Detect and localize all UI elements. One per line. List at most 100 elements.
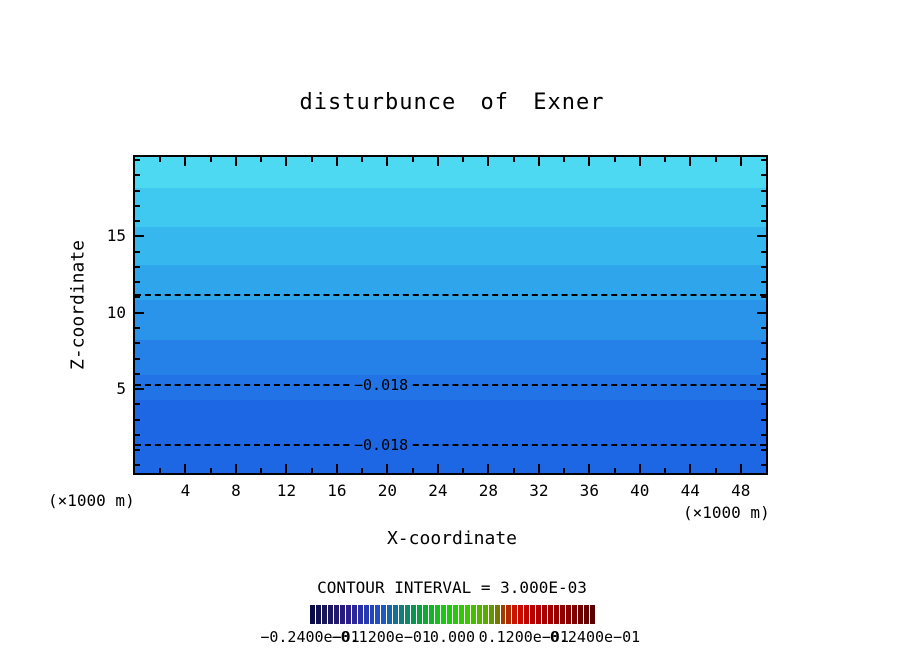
colorbar-stripe [369, 605, 375, 624]
tick-mark [761, 174, 766, 177]
colorbar-stripe [524, 605, 530, 624]
colorbar [310, 605, 595, 624]
tick-mark [761, 220, 766, 223]
tick-mark [761, 418, 766, 421]
fill-band [135, 187, 766, 228]
tick-mark [563, 157, 566, 162]
x-tick-label: 32 [529, 481, 549, 500]
x-tick-label: 12 [276, 481, 297, 500]
tick-mark [761, 403, 766, 406]
tick-mark [563, 468, 566, 473]
tick-mark [761, 464, 766, 467]
colorbar-stripe [375, 605, 381, 624]
colorbar-stripe [411, 605, 417, 624]
tick-mark [761, 449, 766, 452]
tick-mark [135, 159, 140, 162]
chart-title: disturbunce of Exner [299, 90, 605, 115]
colorbar-labels: −0.2400e−01 −0.1200e−01 0.000 0.1200e−01 0.2… [260, 628, 640, 646]
contour-interval-label: CONTOUR INTERVAL = 3.000E-03 [317, 578, 587, 597]
colorbar-tick-label: −0.1200e−01 [331, 628, 431, 646]
tick-mark [436, 157, 439, 166]
contour-fill-bands [135, 157, 766, 473]
tick-mark [613, 468, 616, 473]
colorbar-stripe [530, 605, 536, 624]
contour-line: −0.018 [135, 375, 766, 394]
colorbar-stripe [518, 605, 524, 624]
tick-mark [761, 357, 766, 360]
tick-mark [135, 220, 140, 223]
tick-mark [135, 342, 140, 345]
tick-mark [462, 468, 465, 473]
colorbar-stripe [310, 605, 315, 624]
colorbar-stripe [405, 605, 411, 624]
tick-mark [135, 250, 140, 253]
colorbar-tick-label: 0.2400e−01 [549, 628, 641, 646]
tick-mark [588, 464, 591, 473]
x-tick-label: 24 [428, 481, 448, 500]
x-tick-label: 28 [478, 481, 498, 500]
y-axis-title: Z-coordinate [67, 239, 89, 371]
tick-mark [411, 468, 414, 473]
x-tick-label: 36 [579, 481, 599, 500]
tick-mark [260, 157, 263, 162]
tick-mark [234, 464, 237, 473]
colorbar-stripe [571, 605, 577, 624]
tick-mark [761, 296, 766, 299]
colorbar-stripe [327, 605, 333, 624]
fill-band [135, 340, 766, 376]
tick-mark [135, 265, 140, 268]
x-axis-unit-right: (×1000 m) [683, 503, 770, 522]
colorbar-stripe [494, 605, 500, 624]
tick-mark [739, 157, 742, 166]
tick-mark [689, 157, 692, 166]
tick-mark [386, 157, 389, 166]
colorbar-stripe [577, 605, 583, 624]
colorbar-stripe [399, 605, 405, 624]
tick-mark [638, 157, 641, 166]
colorbar-stripe [512, 605, 518, 624]
fill-band [135, 157, 766, 188]
colorbar-stripe [440, 605, 446, 624]
tick-mark [638, 464, 641, 473]
x-tick-label: 16 [327, 481, 347, 500]
colorbar-stripe [315, 605, 321, 624]
colorbar-stripe [363, 605, 369, 624]
x-tick-label: 44 [680, 481, 700, 500]
tick-mark [664, 157, 667, 162]
tick-mark [436, 464, 439, 473]
contour-lines-layer: −0.018 −0.018 [135, 157, 766, 473]
tick-mark [512, 157, 515, 162]
tick-mark [613, 157, 616, 162]
colorbar-stripe [488, 605, 494, 624]
colorbar-stripe [429, 605, 435, 624]
tick-mark [135, 464, 140, 467]
fill-band [135, 227, 766, 266]
colorbar-stripe [351, 605, 357, 624]
tick-mark [761, 189, 766, 192]
colorbar-stripe [542, 605, 548, 624]
colorbar-stripe [339, 605, 345, 624]
colorbar-stripe [387, 605, 393, 624]
tick-mark [234, 157, 237, 166]
tick-mark [411, 157, 414, 162]
tick-mark [361, 157, 364, 162]
tick-mark [184, 464, 187, 473]
tick-mark [209, 157, 212, 162]
colorbar-stripe [345, 605, 351, 624]
x-tick-label: 4 [180, 481, 191, 500]
tick-mark [184, 157, 187, 166]
tick-mark [757, 235, 766, 238]
tick-mark [487, 157, 490, 166]
colorbar-stripe [560, 605, 565, 624]
plot-area: −0.018 −0.018 [133, 155, 768, 475]
tick-mark [310, 468, 313, 473]
y-tick-labels: 5 10 15 [88, 157, 126, 473]
colorbar-tick-label: 0.1200e−01 [478, 628, 569, 646]
tick-mark [761, 372, 766, 375]
colorbar-stripe [500, 605, 506, 624]
contour-line-label: −0.018 [349, 375, 413, 394]
contour-line: −0.018 [135, 435, 766, 454]
tick-mark [135, 418, 140, 421]
colorbar-stripe [357, 605, 363, 624]
